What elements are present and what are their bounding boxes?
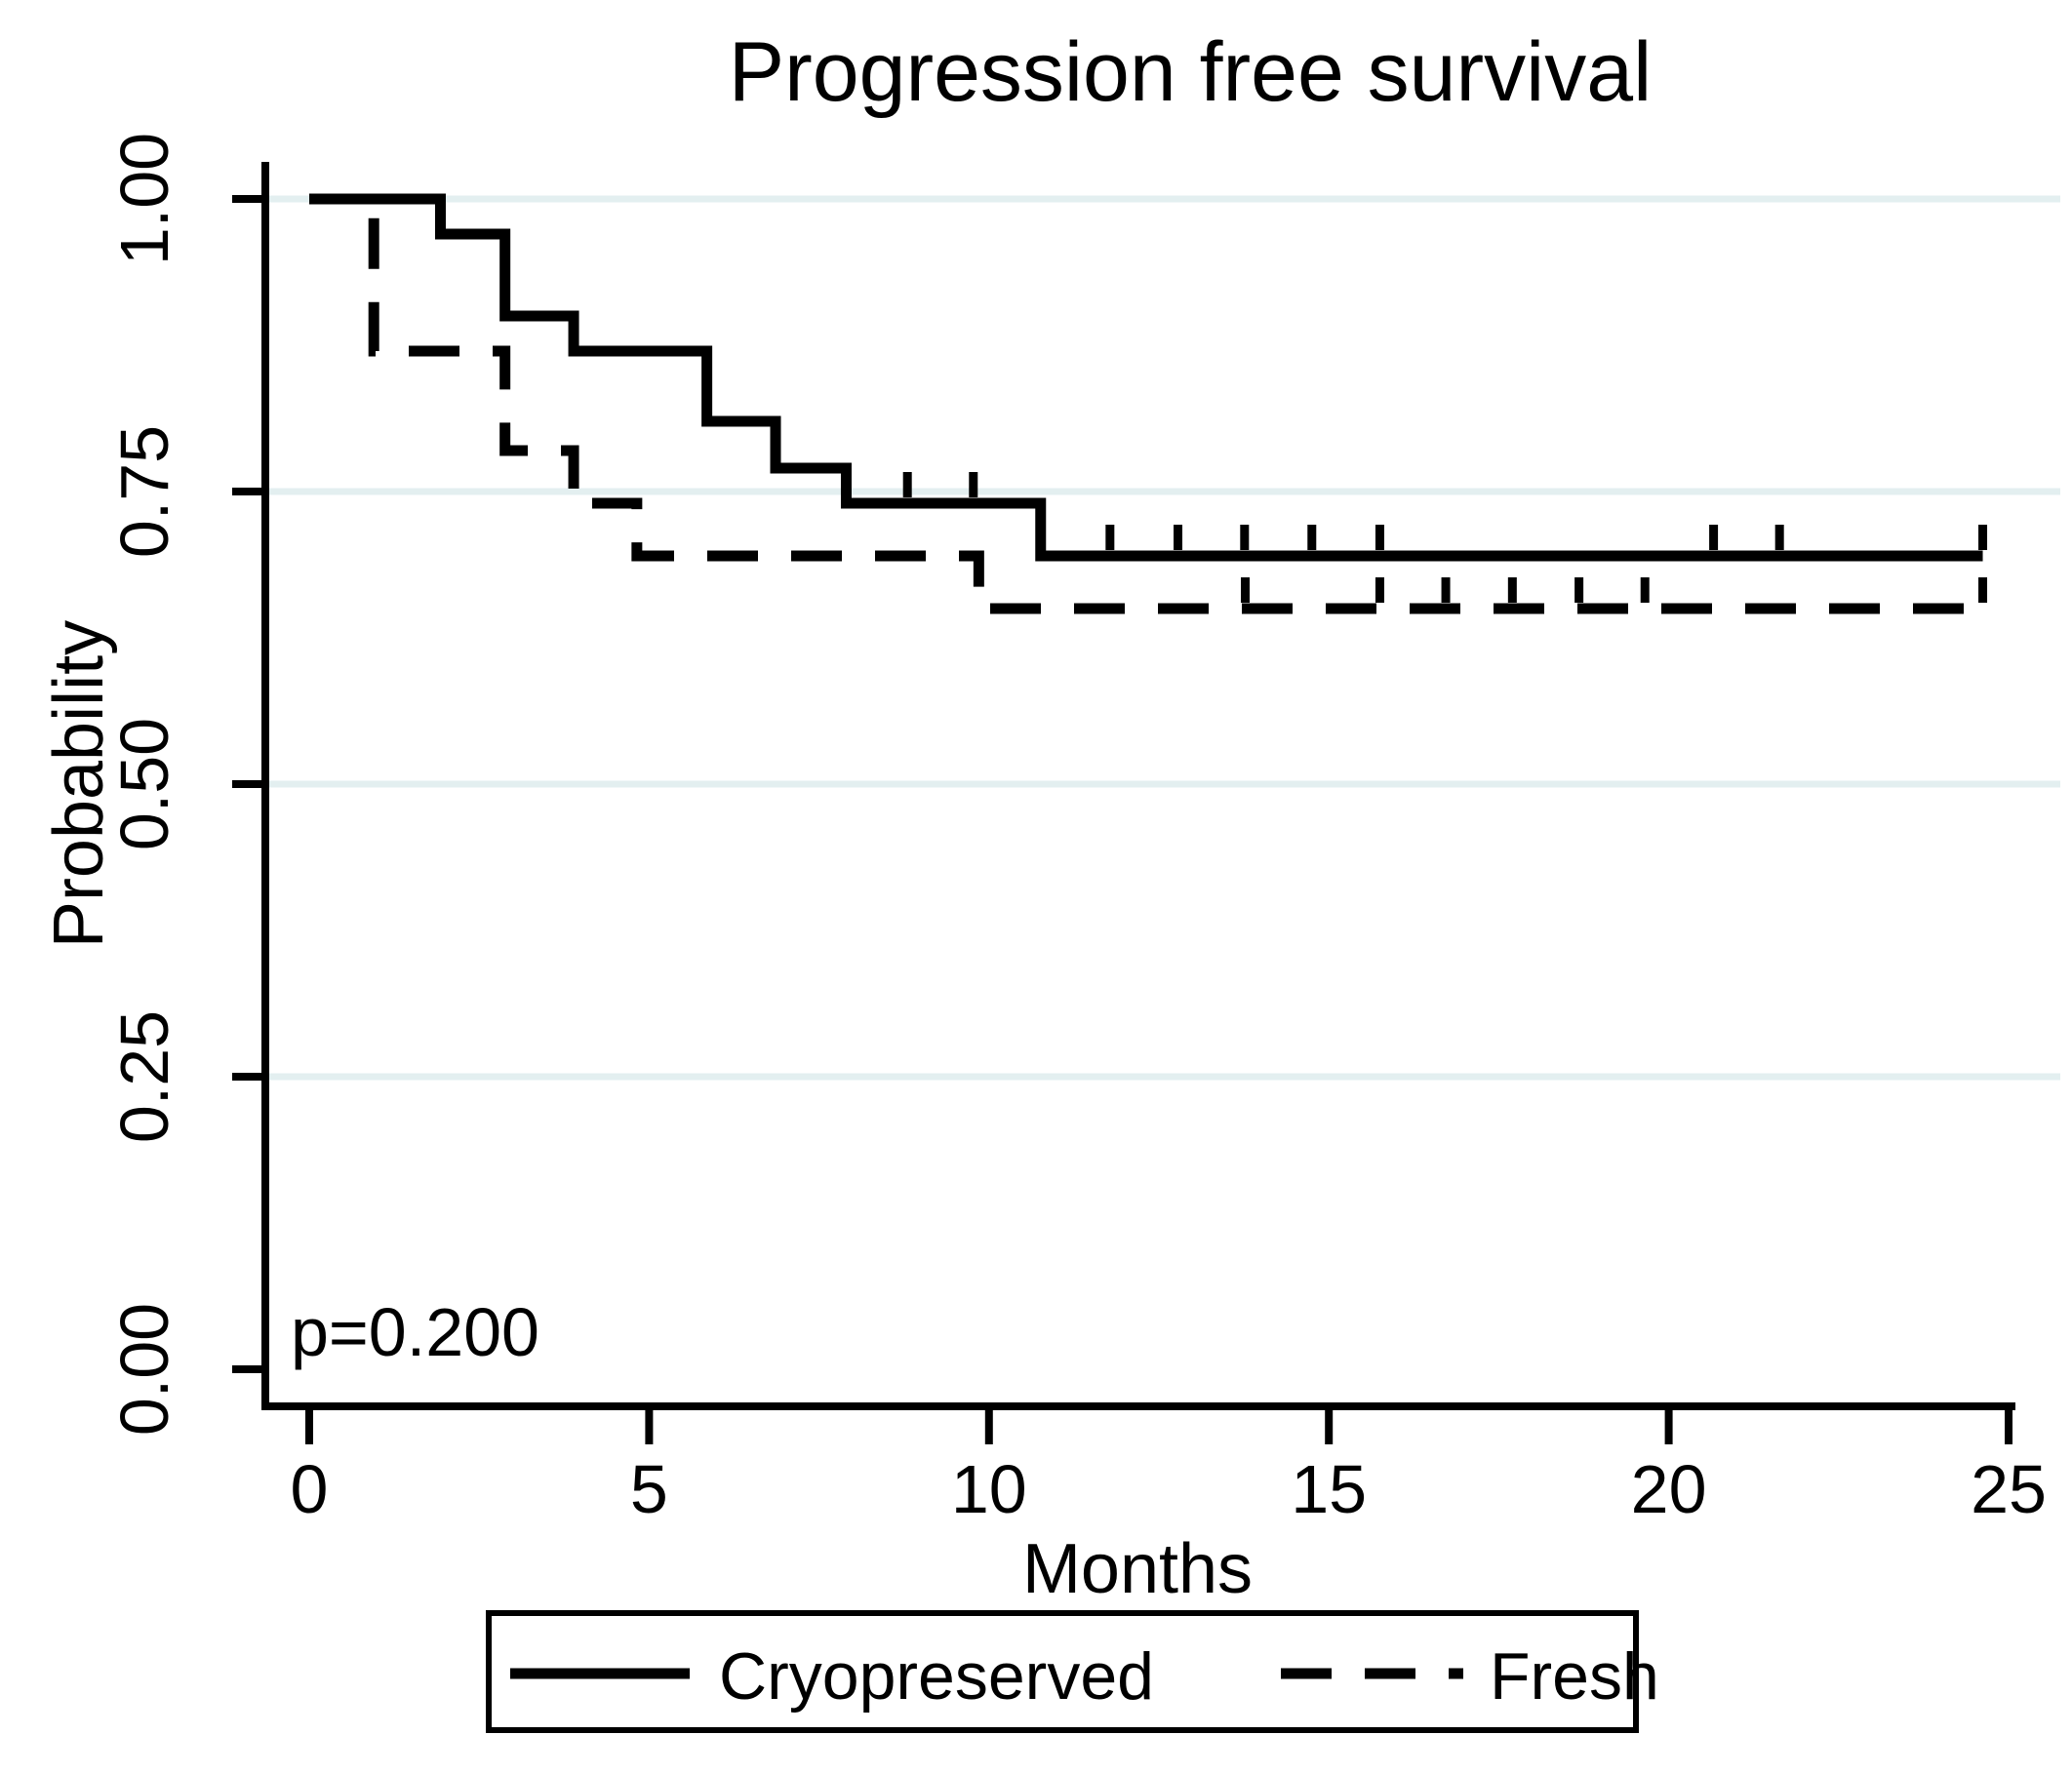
x-tick-label: 20 [1631, 1451, 1707, 1527]
y-axis-title: Probability [40, 620, 118, 948]
chart-title: Progression free survival [729, 25, 1652, 119]
y-tick-label: 1.00 [106, 133, 182, 265]
tick-labels-layer: 0.00 0.25 0.50 0.75 1.00 0 5 10 15 20 25 [106, 133, 2047, 1527]
km-curve-cryopreserved [309, 193, 1983, 562]
x-tick-label: 15 [1291, 1451, 1367, 1527]
y-tick-label: 0.00 [106, 1303, 182, 1436]
gridlines-layer [269, 195, 2060, 1081]
x-axis-title: Months [1022, 1530, 1253, 1608]
p-value-annotation: p=0.200 [291, 1294, 539, 1370]
y-tick-label: 0.50 [106, 718, 182, 850]
legend-label-fresh: Fresh [1490, 1639, 1659, 1714]
y-tick-label: 0.75 [106, 425, 182, 558]
x-tick-label: 10 [951, 1451, 1027, 1527]
km-curve-fresh [309, 193, 1983, 614]
y-tick-label: 0.25 [106, 1010, 182, 1143]
x-tick-label: 5 [630, 1451, 668, 1527]
legend-label-cryopreserved: Cryopreserved [719, 1639, 1154, 1714]
legend: Cryopreserved Fresh [486, 1610, 1659, 1733]
x-tick-label: 25 [1971, 1451, 2047, 1527]
legend-box [486, 1610, 1639, 1733]
x-tick-label: 0 [291, 1451, 329, 1527]
axes-layer [232, 162, 2015, 1444]
series-layer [309, 193, 1988, 614]
